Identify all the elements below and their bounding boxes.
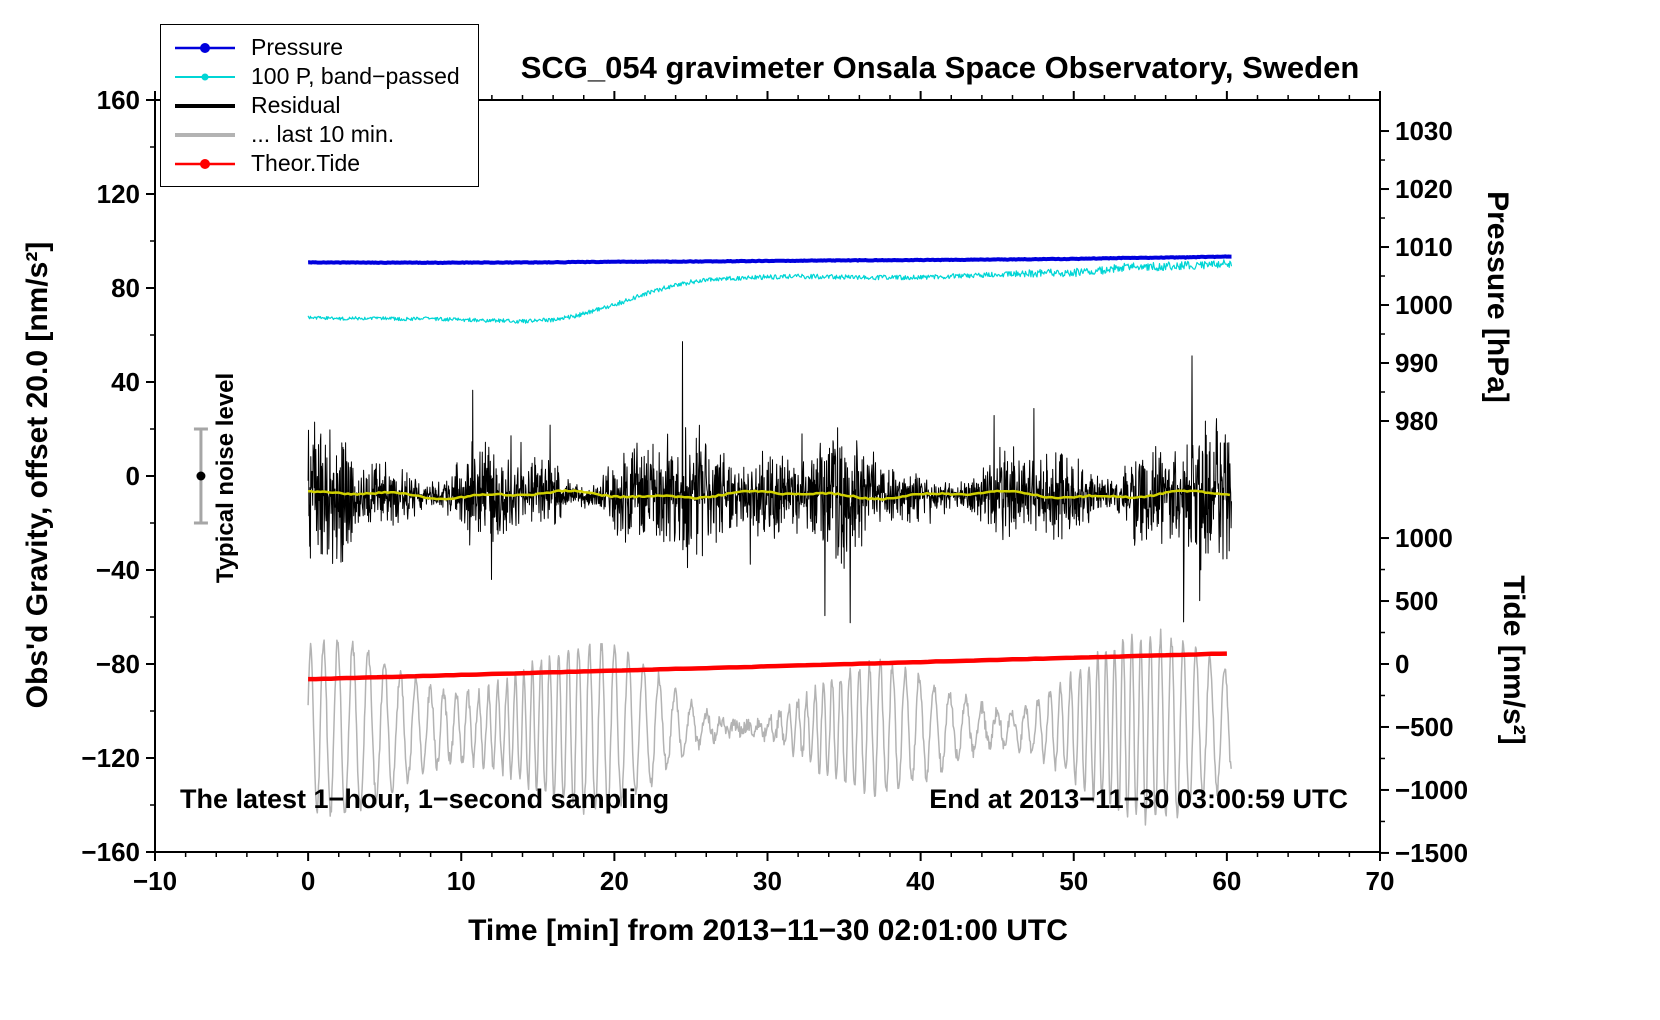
series-theor_tide [308,651,1227,682]
x-tick-label: 10 [447,866,476,896]
legend-swatch-graphic [175,158,235,169]
pressure-tick-label: 1020 [1395,174,1453,204]
noise-level-dot [196,471,206,481]
legend-item-band-passed: 100 P, band−passed [173,62,460,91]
x-tick-label: 50 [1059,866,1088,896]
x-tick-label: 20 [600,866,629,896]
x-tick-label: −10 [133,866,177,896]
y-axis-title-pressure: Pressure [hPa] [1481,191,1514,403]
tide-tick-label: −500 [1395,712,1454,742]
pressure-tick-label: 1010 [1395,232,1453,262]
gravity-tick-label: 120 [97,179,140,209]
legend-item-theor-tide: Theor.Tide [173,149,460,178]
y-axis-title-tide: Tide [nm/s²] [1497,575,1530,745]
x-tick-label: 30 [753,866,782,896]
legend-label-band-passed: 100 P, band−passed [251,63,460,89]
gravity-tick-label: 80 [111,273,140,303]
gravity-tick-label: 160 [97,85,140,115]
pressure-line-swatch [173,39,237,57]
x-tick-label: 40 [906,866,935,896]
x-tick-label: 60 [1212,866,1241,896]
noise-level-label: Typical noise level [212,372,239,584]
legend-label-theor-tide: Theor.Tide [251,150,361,176]
series-band_passed [307,259,1233,324]
legend-swatch-graphic [175,132,235,137]
pressure-tick-label: 1030 [1395,116,1453,146]
axis-tick-labels: −10 0 10 20 30 40 50 60 70−160−120−80−4004080120… [81,85,1468,896]
gravity-tick-label: −40 [96,555,140,585]
series-residual [307,341,1232,624]
pressure-tick-label: 1000 [1395,290,1453,320]
tide-tick-label: −1000 [1395,775,1468,805]
sampling-annotation: The latest 1−hour, 1−second sampling [180,784,670,814]
tide-tick-label: −1500 [1395,838,1468,868]
legend: Pressure 100 P, band−passed Residual ...… [160,24,479,187]
gravity-tick-label: 40 [111,367,140,397]
end-time-annotation: End at 2013−11−30 03:00:59 UTC [929,784,1348,814]
y-axis-title-gravity: Obs'd Gravity, offset 20.0 [nm/s²] [21,241,54,709]
pressure-tick-label: 990 [1395,348,1438,378]
legend-label-last10: ... last 10 min. [251,121,395,147]
chart-title: SCG_054 gravimeter Onsala Space Observat… [520,50,1360,85]
legend-item-last10: ... last 10 min. [173,120,460,149]
series-residual_smoothed [308,489,1231,501]
legend-swatch-graphic [175,103,235,108]
legend-swatch-graphic [175,42,235,53]
tide-tick-label: 500 [1395,586,1438,616]
legend-item-residual: Residual [173,91,460,120]
legend-swatch-graphic [175,73,235,80]
band-passed-line-swatch [173,68,237,86]
tide-tick-label: 0 [1395,649,1409,679]
series-last10 [307,628,1232,826]
gravity-tick-label: −80 [96,649,140,679]
x-tick-label: 70 [1366,866,1395,896]
legend-item-pressure: Pressure [173,33,460,62]
gravity-tick-label: 0 [126,461,140,491]
last10-line-swatch [173,126,237,144]
theor-tide-line-swatch [173,155,237,173]
legend-label-residual: Residual [251,92,341,118]
x-axis-title: Time [min] from 2013−11−30 02:01:00 UTC [468,914,1068,947]
x-tick-label: 0 [301,866,315,896]
gravity-tick-label: −120 [81,743,140,773]
tide-tick-label: 1000 [1395,523,1453,553]
legend-label-pressure: Pressure [251,34,344,60]
residual-line-swatch [173,97,237,115]
series-pressure [307,254,1232,265]
pressure-tick-label: 980 [1395,406,1438,436]
gravity-tick-label: −160 [81,837,140,867]
